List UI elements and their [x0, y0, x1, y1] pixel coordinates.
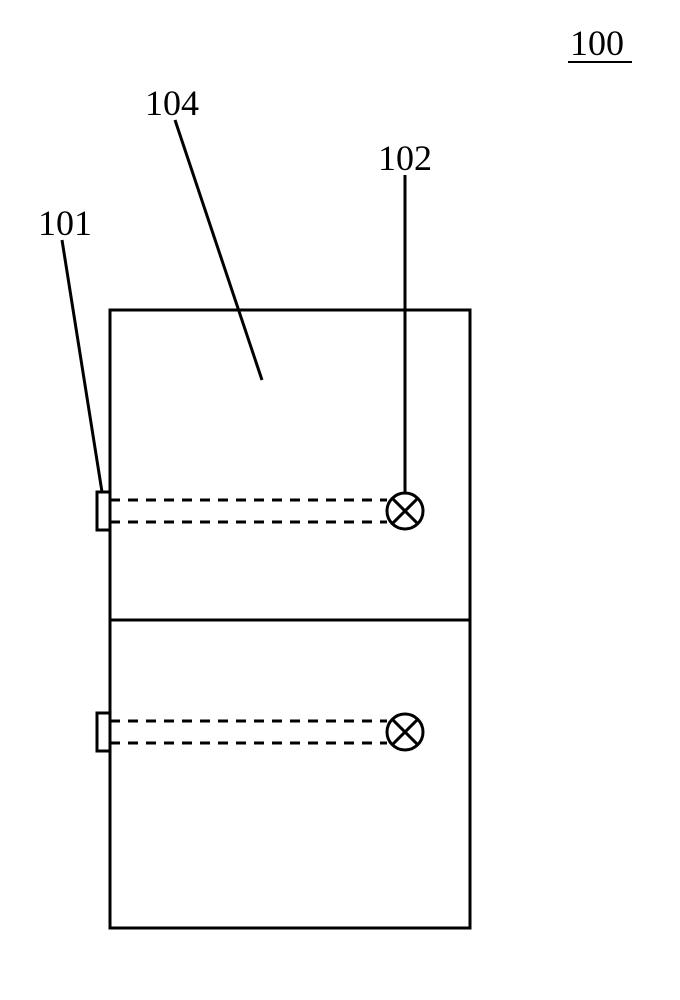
label-102: 102	[378, 138, 432, 178]
label-101: 101	[38, 203, 92, 243]
canvas-background	[0, 0, 680, 1000]
figure-number-label: 100	[570, 23, 624, 63]
label-104: 104	[145, 83, 199, 123]
